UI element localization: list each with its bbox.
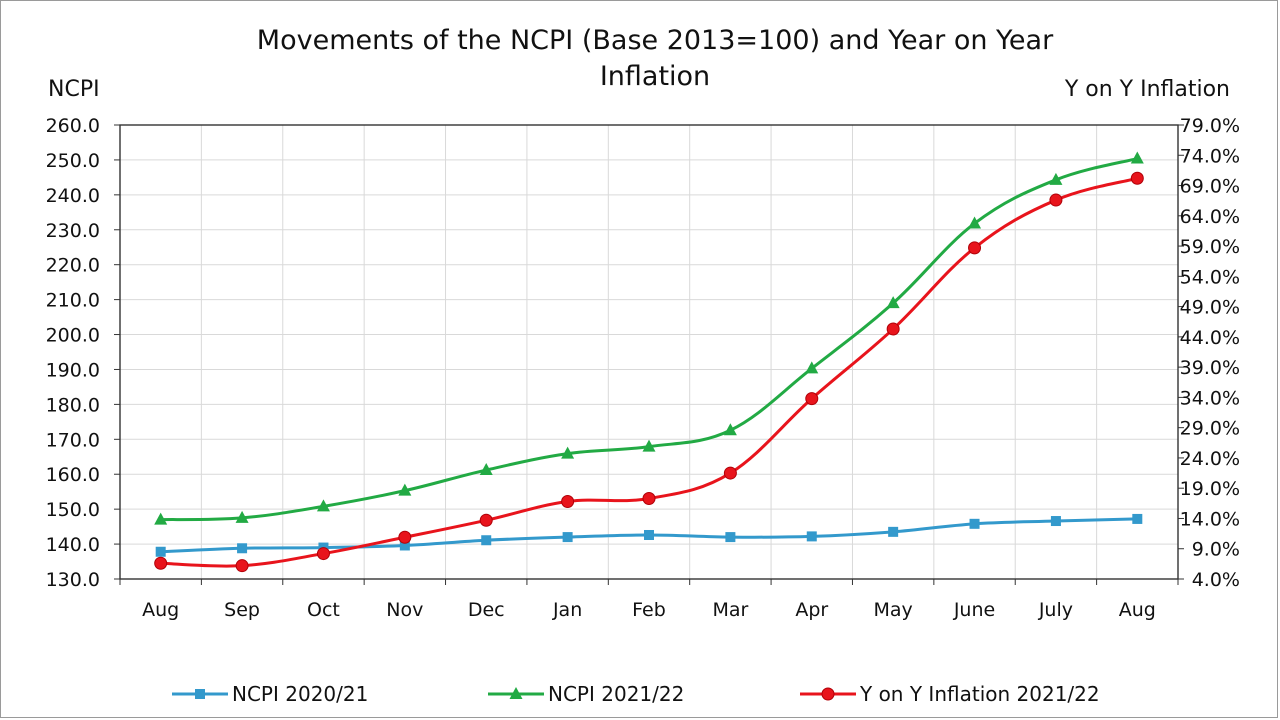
x-tick-label: Nov — [386, 599, 423, 621]
data-point-y-on-y-inflation-2021-22 — [316, 547, 330, 561]
data-point-ncpi-2020-21 — [1132, 513, 1143, 524]
data-point-ncpi-2021-22 — [561, 446, 575, 459]
y-right-tick-label: 74.0% — [1180, 145, 1240, 167]
x-tick-label: July — [1038, 599, 1073, 621]
y-left-tick-label: 230.0 — [46, 220, 100, 242]
y-left-tick-label: 190.0 — [46, 359, 100, 381]
data-point-ncpi-2021-22 — [886, 296, 900, 309]
y-right-tick-label: 49.0% — [1180, 297, 1240, 319]
data-point-ncpi-2021-22 — [316, 499, 330, 512]
y-right-tick-label: 79.0% — [1180, 115, 1240, 137]
x-tick-label: Apr — [795, 599, 828, 621]
legend-label-ncpi-2021-22: NCPI 2021/22 — [548, 682, 684, 706]
chart-title-line-1: Movements of the NCPI (Base 2013=100) an… — [256, 25, 1054, 56]
data-point-y-on-y-inflation-2021-22 — [723, 466, 737, 480]
data-point-ncpi-2020-21 — [969, 518, 980, 529]
y-left-tick-label: 200.0 — [46, 325, 100, 347]
data-point-ncpi-2020-21 — [399, 540, 410, 551]
x-tick-label: June — [953, 599, 995, 621]
x-tick-label: Sep — [224, 599, 260, 621]
x-tick-label: Feb — [632, 599, 666, 621]
data-point-ncpi-2021-22 — [1049, 172, 1063, 185]
x-tick-label: Oct — [307, 599, 340, 621]
data-point-ncpi-2021-22 — [479, 463, 493, 476]
y-left-tick-label: 250.0 — [46, 150, 100, 172]
data-point-ncpi-2020-21 — [725, 532, 736, 543]
y-right-tick-label: 44.0% — [1180, 327, 1240, 349]
y-left-tick-label: 240.0 — [46, 185, 100, 207]
legend-label-ncpi-2020-21: NCPI 2020/21 — [232, 682, 368, 706]
x-tick-label: Aug — [142, 599, 179, 621]
data-point-y-on-y-inflation-2021-22 — [561, 495, 575, 509]
y-right-tick-label: 59.0% — [1180, 236, 1240, 258]
legend-marker-ncpi-2021-22 — [509, 687, 523, 699]
y-left-tick-label: 160.0 — [46, 464, 100, 486]
data-point-y-on-y-inflation-2021-22 — [235, 559, 249, 573]
y-right-tick-label: 24.0% — [1180, 448, 1240, 470]
x-tick-label: Dec — [468, 599, 505, 621]
data-point-ncpi-2021-22 — [235, 510, 249, 523]
data-point-ncpi-2021-22 — [1130, 151, 1144, 164]
data-point-y-on-y-inflation-2021-22 — [479, 513, 493, 527]
y-left-tick-label: 140.0 — [46, 534, 100, 556]
data-point-ncpi-2021-22 — [642, 439, 656, 452]
series-line-ncpi-2021-22 — [160, 157, 1138, 522]
plot-area-border — [119, 124, 1179, 580]
data-point-y-on-y-inflation-2021-22 — [642, 491, 656, 505]
y-right-tick-label: 39.0% — [1180, 357, 1240, 379]
legend-marker-y-on-y-inflation-2021-22 — [821, 687, 835, 701]
data-point-ncpi-2020-21 — [237, 543, 248, 554]
chart-title-line-2: Inflation — [599, 61, 711, 92]
data-point-ncpi-2020-21 — [644, 529, 654, 540]
data-point-ncpi-2020-21 — [562, 532, 573, 543]
y-right-tick-label: 34.0% — [1180, 387, 1240, 409]
data-point-ncpi-2020-21 — [888, 526, 899, 537]
x-tick-label: Aug — [1119, 599, 1156, 621]
data-point-y-on-y-inflation-2021-22 — [154, 556, 168, 570]
y-axis-right-label: Y on Y Inflation — [1064, 77, 1230, 102]
x-tick-label: Jan — [552, 599, 582, 621]
data-point-ncpi-2021-22 — [968, 216, 982, 229]
data-point-ncpi-2021-22 — [723, 423, 737, 436]
legend-label-y-on-y-inflation-2021-22: Y on Y Inflation 2021/22 — [859, 682, 1100, 706]
data-point-y-on-y-inflation-2021-22 — [805, 392, 819, 406]
data-point-y-on-y-inflation-2021-22 — [968, 241, 982, 255]
y-left-tick-label: 260.0 — [46, 115, 100, 137]
y-axis-left-label: NCPI — [48, 77, 100, 102]
y-right-tick-label: 9.0% — [1192, 539, 1240, 561]
data-point-ncpi-2021-22 — [154, 512, 168, 525]
data-point-ncpi-2021-22 — [398, 483, 412, 496]
legend-marker-ncpi-2020-21 — [195, 689, 205, 699]
data-point-y-on-y-inflation-2021-22 — [886, 322, 900, 336]
data-point-ncpi-2020-21 — [481, 535, 492, 546]
y-right-tick-label: 64.0% — [1180, 206, 1240, 228]
y-left-tick-label: 180.0 — [46, 394, 100, 416]
data-point-ncpi-2020-21 — [1050, 516, 1061, 527]
y-right-tick-label: 69.0% — [1180, 176, 1240, 198]
data-point-ncpi-2020-21 — [806, 531, 817, 542]
data-point-y-on-y-inflation-2021-22 — [1049, 193, 1063, 207]
y-right-tick-label: 54.0% — [1180, 266, 1240, 288]
x-tick-label: May — [874, 599, 913, 621]
x-tick-label: Mar — [712, 599, 748, 621]
y-left-tick-label: 150.0 — [46, 499, 100, 521]
y-left-tick-label: 130.0 — [46, 569, 100, 591]
y-left-tick-label: 220.0 — [46, 255, 100, 277]
y-right-tick-label: 4.0% — [1192, 569, 1240, 591]
data-point-y-on-y-inflation-2021-22 — [398, 530, 412, 544]
y-left-tick-label: 170.0 — [46, 429, 100, 451]
data-point-ncpi-2021-22 — [805, 361, 819, 374]
data-point-ncpi-2020-21 — [155, 546, 166, 557]
y-right-tick-label: 19.0% — [1180, 478, 1240, 500]
y-right-tick-label: 29.0% — [1180, 418, 1240, 440]
y-right-tick-label: 14.0% — [1180, 508, 1240, 530]
data-point-y-on-y-inflation-2021-22 — [1130, 171, 1144, 185]
y-left-tick-label: 210.0 — [46, 290, 100, 312]
